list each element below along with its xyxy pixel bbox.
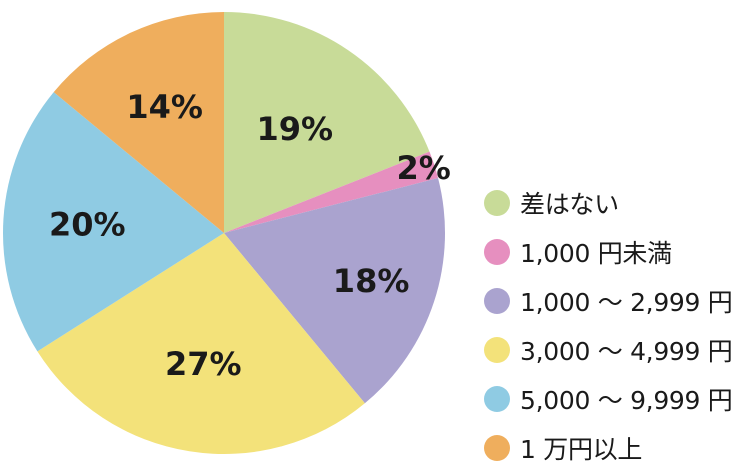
pie-slice [224, 12, 430, 233]
slice-value-label: 18% [333, 262, 410, 300]
pie-slice [224, 151, 439, 233]
legend-item: 1,000 ～ 2,999 円 [484, 276, 733, 325]
legend-item: 5,000 ～ 9,999 円 [484, 374, 733, 423]
legend-swatch [484, 385, 510, 412]
legend-swatch [484, 189, 510, 216]
pie-slice [37, 233, 365, 455]
pie-slice [2, 92, 224, 352]
legend-label: 1,000 円未満 [520, 238, 672, 268]
legend-swatch [484, 287, 510, 314]
slice-value-label: 20% [49, 205, 126, 243]
legend-label: 差はない [520, 189, 619, 219]
legend-label: 1 万円以上 [520, 434, 643, 464]
legend-item: 1,000 円未満 [484, 227, 732, 276]
legend-item: 3,000 ～ 4,999 円 [484, 325, 733, 374]
slice-value-label: 19% [257, 110, 334, 148]
pie-value-labels: 19% 2% 18% 27% 20% 14% [49, 88, 451, 383]
pie-slice [53, 12, 224, 233]
pie-chart: 19% 2% 18% 27% 20% 14% [2, 12, 451, 455]
legend-label: 3,000 ～ 4,999 円 [520, 336, 733, 366]
slice-value-label: 27% [165, 345, 242, 383]
pie-slices [2, 12, 446, 455]
slice-value-label: 2% [397, 149, 451, 187]
legend-item: 差はない [484, 178, 732, 227]
pie-slice [224, 178, 446, 404]
legend-swatch [484, 336, 510, 363]
legend: 差はない 1,000 円未満 1,000 ～ 2,999 円 3,000 ～ 4… [484, 178, 733, 472]
legend-label: 1,000 ～ 2,999 円 [520, 287, 733, 317]
slice-value-label: 14% [126, 88, 203, 126]
legend-swatch [484, 238, 510, 265]
legend-swatch [484, 434, 510, 461]
legend-item: 1 万円以上 [484, 423, 732, 472]
legend-label: 5,000 ～ 9,999 円 [520, 385, 733, 415]
